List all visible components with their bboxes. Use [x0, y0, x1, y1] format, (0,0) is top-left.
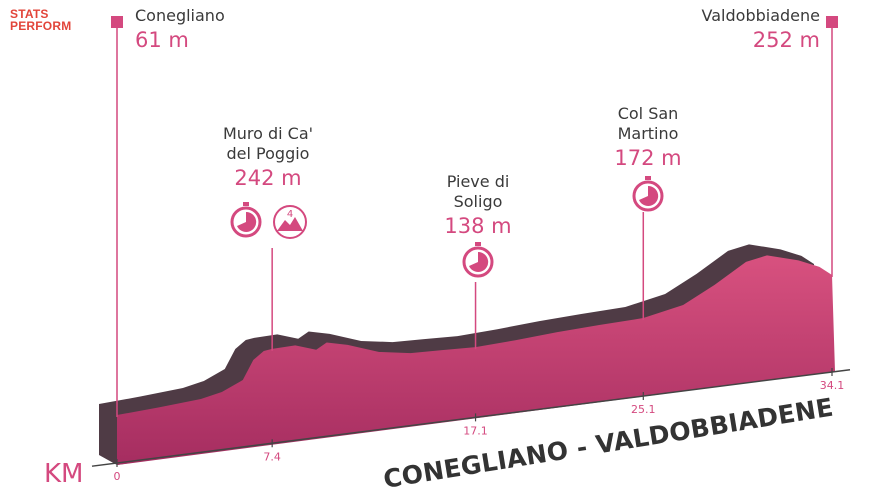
location-name: Conegliano [135, 6, 225, 25]
x-axis-line [91, 368, 851, 467]
location-name: del Poggio [226, 144, 310, 163]
profile-front-layer [117, 255, 835, 465]
location-elevation: 172 m [614, 146, 682, 170]
stopwatch-fill [237, 211, 257, 232]
stopwatch-icon [632, 176, 664, 212]
location-name: Martino [617, 124, 679, 143]
location-name: Valdobbiadene [701, 6, 820, 25]
logo-line2: PERFORM [10, 19, 72, 33]
marker-lines: 4 [111, 16, 838, 418]
stopwatch-icon [230, 202, 262, 238]
location-name: Pieve di [446, 172, 510, 191]
x-tick-label: 25.1 [631, 403, 656, 416]
location-name: Soligo [453, 192, 503, 211]
x-axis-label: KM [44, 459, 83, 489]
profile-side-face [99, 404, 117, 465]
x-tick-label: 7.4 [263, 450, 281, 463]
stopwatch-fill [469, 251, 489, 272]
stopwatch-crown [475, 242, 481, 246]
mountain-shape [277, 217, 303, 231]
location-elevation: 242 m [234, 166, 302, 190]
stopwatch-crown [243, 202, 249, 206]
location-elevation: 61 m [135, 28, 189, 52]
stopwatch-fill [639, 185, 659, 206]
x-tick-label: 0 [114, 470, 121, 483]
stopwatch-icon [462, 242, 494, 278]
finish-marker [826, 16, 838, 28]
location-elevation: 252 m [752, 28, 820, 52]
x-tick-label: 17.1 [463, 424, 488, 437]
start-marker [111, 16, 123, 28]
stats-perform-logo: STATS PERFORM [10, 8, 71, 32]
logo-line1: STATS [10, 7, 49, 21]
climb-category-icon: 4 [273, 205, 307, 239]
x-axis: 0 7.4 17.1 25.1 34.1 [91, 368, 851, 483]
location-elevation: 138 m [444, 214, 512, 238]
profile-front-shape [117, 255, 835, 465]
location-name: Col San [617, 104, 679, 123]
location-name: Muro di Ca' [222, 124, 314, 143]
climb-category: 4 [287, 209, 293, 220]
x-tick-label: 34.1 [820, 379, 845, 392]
stopwatch-crown [645, 176, 651, 180]
